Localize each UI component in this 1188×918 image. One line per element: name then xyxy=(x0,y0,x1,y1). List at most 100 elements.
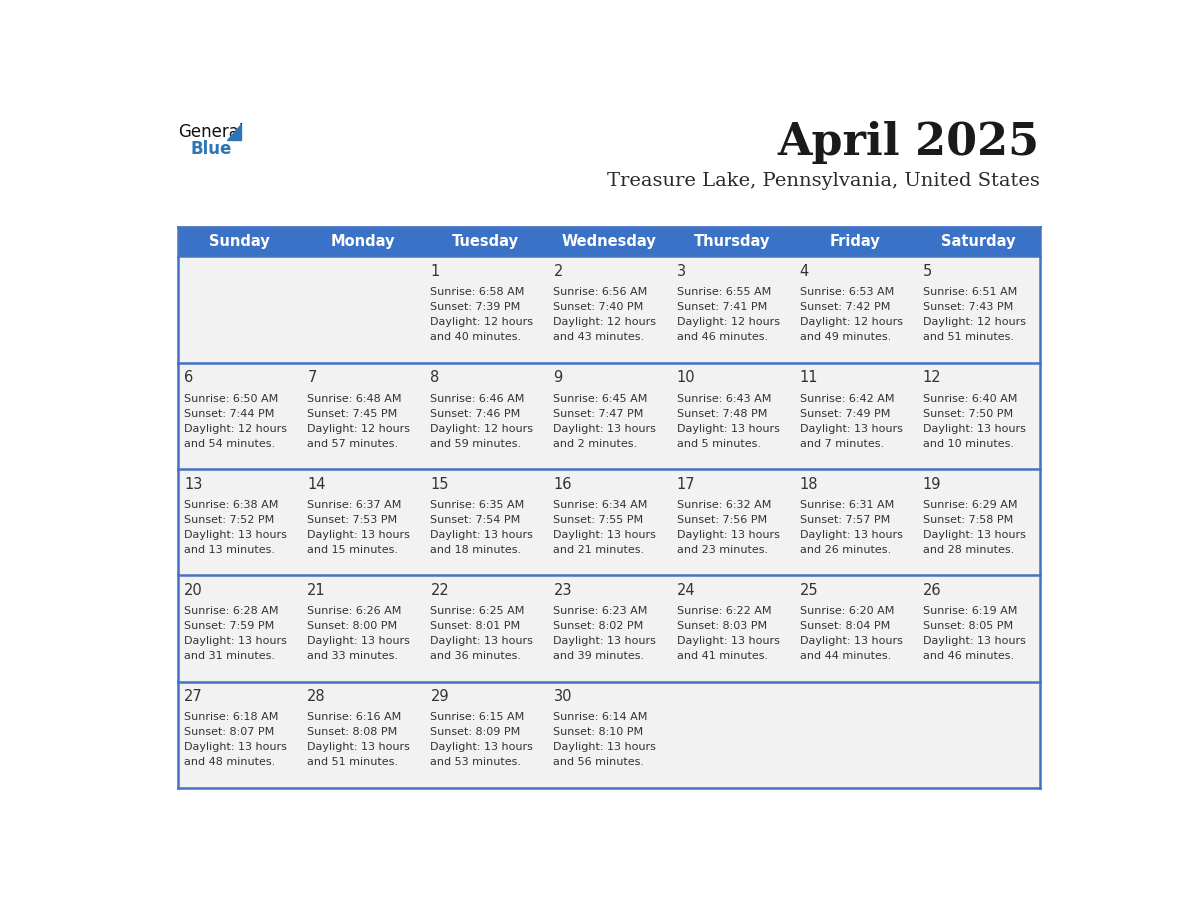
Text: 1: 1 xyxy=(430,264,440,279)
Text: Monday: Monday xyxy=(330,234,394,250)
Text: Sunset: 7:53 PM: Sunset: 7:53 PM xyxy=(308,515,398,525)
Text: 19: 19 xyxy=(923,476,941,492)
Text: Sunset: 8:02 PM: Sunset: 8:02 PM xyxy=(554,621,644,631)
Text: and 21 minutes.: and 21 minutes. xyxy=(554,544,645,554)
Text: 11: 11 xyxy=(800,371,819,386)
Text: Sunset: 8:10 PM: Sunset: 8:10 PM xyxy=(554,727,644,737)
Text: Daylight: 13 hours: Daylight: 13 hours xyxy=(554,530,656,540)
Text: and 51 minutes.: and 51 minutes. xyxy=(923,332,1013,342)
Bar xyxy=(178,469,1040,576)
Text: Sunrise: 6:15 AM: Sunrise: 6:15 AM xyxy=(430,712,525,722)
Text: and 7 minutes.: and 7 minutes. xyxy=(800,439,884,449)
Text: and 15 minutes.: and 15 minutes. xyxy=(308,544,398,554)
Text: Sunrise: 6:53 AM: Sunrise: 6:53 AM xyxy=(800,287,895,297)
Text: Sunset: 8:04 PM: Sunset: 8:04 PM xyxy=(800,621,890,631)
Text: Sunrise: 6:31 AM: Sunrise: 6:31 AM xyxy=(800,499,895,509)
Text: Daylight: 12 hours: Daylight: 12 hours xyxy=(923,318,1025,328)
Text: Sunset: 7:48 PM: Sunset: 7:48 PM xyxy=(677,409,767,419)
Text: Daylight: 13 hours: Daylight: 13 hours xyxy=(677,530,779,540)
Text: Daylight: 13 hours: Daylight: 13 hours xyxy=(677,636,779,646)
Text: Sunset: 7:52 PM: Sunset: 7:52 PM xyxy=(184,515,274,525)
Text: 6: 6 xyxy=(184,371,194,386)
Text: Sunday: Sunday xyxy=(209,234,270,250)
Text: Sunrise: 6:23 AM: Sunrise: 6:23 AM xyxy=(554,606,647,616)
Text: Thursday: Thursday xyxy=(694,234,770,250)
Text: Daylight: 13 hours: Daylight: 13 hours xyxy=(677,423,779,433)
Text: Sunrise: 6:32 AM: Sunrise: 6:32 AM xyxy=(677,499,771,509)
Text: 17: 17 xyxy=(677,476,695,492)
Text: Daylight: 13 hours: Daylight: 13 hours xyxy=(800,636,903,646)
Text: Daylight: 13 hours: Daylight: 13 hours xyxy=(430,743,533,753)
Text: Sunset: 7:54 PM: Sunset: 7:54 PM xyxy=(430,515,520,525)
Text: Sunrise: 6:18 AM: Sunrise: 6:18 AM xyxy=(184,712,278,722)
Text: Daylight: 13 hours: Daylight: 13 hours xyxy=(923,636,1025,646)
Text: Daylight: 13 hours: Daylight: 13 hours xyxy=(308,636,410,646)
Text: Daylight: 12 hours: Daylight: 12 hours xyxy=(184,423,287,433)
Text: 8: 8 xyxy=(430,371,440,386)
Text: Sunrise: 6:45 AM: Sunrise: 6:45 AM xyxy=(554,394,647,404)
Text: 18: 18 xyxy=(800,476,819,492)
Text: Sunset: 7:49 PM: Sunset: 7:49 PM xyxy=(800,409,890,419)
Text: Daylight: 13 hours: Daylight: 13 hours xyxy=(554,743,656,753)
Text: 27: 27 xyxy=(184,689,203,704)
Text: 5: 5 xyxy=(923,264,933,279)
Text: and 33 minutes.: and 33 minutes. xyxy=(308,651,398,661)
Text: 22: 22 xyxy=(430,583,449,598)
Bar xyxy=(178,681,1040,788)
Text: and 51 minutes.: and 51 minutes. xyxy=(308,757,398,767)
Text: Sunrise: 6:55 AM: Sunrise: 6:55 AM xyxy=(677,287,771,297)
Text: Wednesday: Wednesday xyxy=(562,234,656,250)
Text: Sunset: 7:56 PM: Sunset: 7:56 PM xyxy=(677,515,766,525)
Text: 23: 23 xyxy=(554,583,571,598)
Text: Daylight: 12 hours: Daylight: 12 hours xyxy=(800,318,903,328)
Text: and 39 minutes.: and 39 minutes. xyxy=(554,651,645,661)
Text: 15: 15 xyxy=(430,476,449,492)
Text: Sunset: 8:08 PM: Sunset: 8:08 PM xyxy=(308,727,398,737)
Text: Daylight: 12 hours: Daylight: 12 hours xyxy=(430,318,533,328)
Text: Blue: Blue xyxy=(190,140,232,158)
Text: Daylight: 13 hours: Daylight: 13 hours xyxy=(184,743,287,753)
Text: Sunrise: 6:26 AM: Sunrise: 6:26 AM xyxy=(308,606,402,616)
Text: and 46 minutes.: and 46 minutes. xyxy=(677,332,767,342)
Text: Sunset: 7:47 PM: Sunset: 7:47 PM xyxy=(554,409,644,419)
Text: and 48 minutes.: and 48 minutes. xyxy=(184,757,276,767)
Text: Sunrise: 6:29 AM: Sunrise: 6:29 AM xyxy=(923,499,1017,509)
Text: 25: 25 xyxy=(800,583,819,598)
Text: and 57 minutes.: and 57 minutes. xyxy=(308,439,398,449)
Text: Sunset: 7:45 PM: Sunset: 7:45 PM xyxy=(308,409,398,419)
Text: Sunrise: 6:34 AM: Sunrise: 6:34 AM xyxy=(554,499,647,509)
Text: 7: 7 xyxy=(308,371,317,386)
Text: Sunset: 7:57 PM: Sunset: 7:57 PM xyxy=(800,515,890,525)
Text: 26: 26 xyxy=(923,583,941,598)
Text: and 10 minutes.: and 10 minutes. xyxy=(923,439,1013,449)
Text: Sunset: 7:58 PM: Sunset: 7:58 PM xyxy=(923,515,1013,525)
Text: and 56 minutes.: and 56 minutes. xyxy=(554,757,645,767)
Text: Sunset: 7:59 PM: Sunset: 7:59 PM xyxy=(184,621,274,631)
Text: Daylight: 13 hours: Daylight: 13 hours xyxy=(308,743,410,753)
Text: Sunrise: 6:14 AM: Sunrise: 6:14 AM xyxy=(554,712,647,722)
Text: Daylight: 13 hours: Daylight: 13 hours xyxy=(554,636,656,646)
Text: Sunrise: 6:37 AM: Sunrise: 6:37 AM xyxy=(308,499,402,509)
Text: Sunrise: 6:19 AM: Sunrise: 6:19 AM xyxy=(923,606,1017,616)
Text: Daylight: 13 hours: Daylight: 13 hours xyxy=(308,530,410,540)
Text: Sunset: 7:41 PM: Sunset: 7:41 PM xyxy=(677,302,767,312)
Text: General: General xyxy=(178,123,244,141)
Text: and 36 minutes.: and 36 minutes. xyxy=(430,651,522,661)
Text: Sunset: 7:55 PM: Sunset: 7:55 PM xyxy=(554,515,644,525)
Text: 2: 2 xyxy=(554,264,563,279)
Text: Sunset: 7:46 PM: Sunset: 7:46 PM xyxy=(430,409,520,419)
Text: 24: 24 xyxy=(677,583,695,598)
Text: and 31 minutes.: and 31 minutes. xyxy=(184,651,276,661)
Text: Sunset: 8:07 PM: Sunset: 8:07 PM xyxy=(184,727,274,737)
Text: and 18 minutes.: and 18 minutes. xyxy=(430,544,522,554)
Text: Sunset: 8:09 PM: Sunset: 8:09 PM xyxy=(430,727,520,737)
Text: and 59 minutes.: and 59 minutes. xyxy=(430,439,522,449)
Text: 3: 3 xyxy=(677,264,685,279)
Text: Sunrise: 6:56 AM: Sunrise: 6:56 AM xyxy=(554,287,647,297)
Text: Daylight: 12 hours: Daylight: 12 hours xyxy=(677,318,779,328)
Text: Sunrise: 6:25 AM: Sunrise: 6:25 AM xyxy=(430,606,525,616)
Text: Daylight: 12 hours: Daylight: 12 hours xyxy=(308,423,410,433)
Text: and 28 minutes.: and 28 minutes. xyxy=(923,544,1015,554)
Text: and 53 minutes.: and 53 minutes. xyxy=(430,757,522,767)
Text: Sunset: 7:43 PM: Sunset: 7:43 PM xyxy=(923,302,1013,312)
